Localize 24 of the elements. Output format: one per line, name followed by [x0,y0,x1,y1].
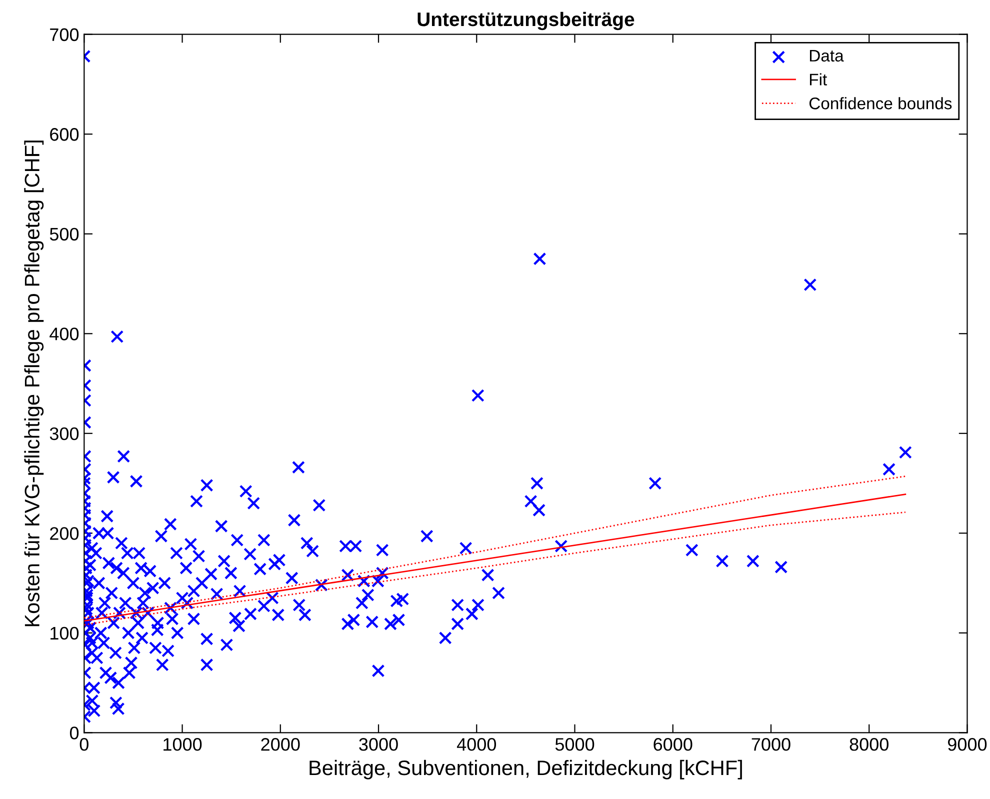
y-tick-label: 400 [50,328,79,340]
legend-label: Fit [810,73,828,86]
x-tick-label: 1000 [164,738,202,751]
y-tick-label: 300 [50,427,79,440]
x-axis-title: Beiträge, Subventionen, Defizitdeckung [kCHF] [310,760,742,780]
x-tick-label: 9000 [948,738,987,751]
x-tick-label: 7000 [752,738,790,751]
x-tick-label: 6000 [654,738,692,751]
y-axis-title: Kosten für KVG-pflichtige Pflege pro Pflegetag [CHF] [24,140,44,626]
x-tick-label: 0 [80,738,88,751]
y-tick-label: 0 [70,726,79,740]
y-tick-label: 600 [50,128,79,141]
chart-title: Unterstützungsbeiträge [418,12,634,30]
x-tick-label: 2000 [261,738,300,751]
legend-label: Confidence bounds [809,97,952,110]
x-tick-label: 3000 [359,738,398,751]
y-tick-label: 200 [50,527,79,540]
x-tick-label: 8000 [850,738,888,751]
legend-label: Data [810,50,844,62]
y-tick-label: 700 [50,28,79,42]
y-tick-label: 100 [50,626,79,640]
y-tick-label: 500 [50,228,79,241]
x-tick-label: 5000 [555,738,594,751]
x-tick-label: 4000 [456,738,496,751]
